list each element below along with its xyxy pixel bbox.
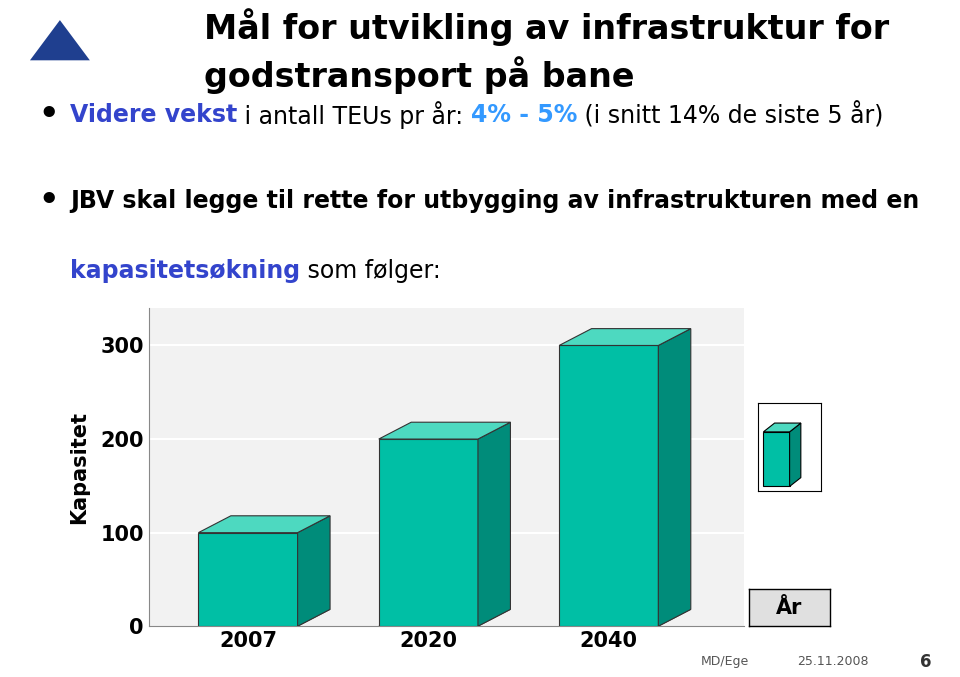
Text: Jernbaneverket: Jernbaneverket — [116, 39, 206, 49]
Polygon shape — [199, 516, 330, 533]
Polygon shape — [379, 609, 511, 626]
Polygon shape — [559, 328, 691, 345]
Polygon shape — [559, 345, 659, 626]
Text: i antall TEUs pr år:: i antall TEUs pr år: — [237, 102, 470, 129]
Polygon shape — [199, 533, 298, 626]
Polygon shape — [199, 609, 330, 626]
Y-axis label: Kapasitet: Kapasitet — [69, 411, 89, 523]
Text: MD/Ege: MD/Ege — [701, 655, 749, 668]
Polygon shape — [659, 328, 691, 626]
Text: godstransport på bane: godstransport på bane — [204, 56, 635, 94]
Text: JBV skal legge til rette for utbygging av infrastrukturen med en: JBV skal legge til rette for utbygging a… — [70, 190, 919, 213]
Polygon shape — [763, 423, 801, 432]
Circle shape — [8, 16, 112, 67]
Polygon shape — [30, 20, 90, 60]
Polygon shape — [298, 516, 330, 626]
Polygon shape — [763, 432, 789, 486]
Polygon shape — [559, 609, 691, 626]
Polygon shape — [379, 439, 478, 626]
Polygon shape — [379, 422, 511, 439]
Text: År: År — [777, 598, 803, 617]
Text: (i snitt 14% de siste 5 år): (i snitt 14% de siste 5 år) — [577, 102, 883, 129]
Text: 25.11.2008: 25.11.2008 — [797, 655, 868, 668]
Polygon shape — [789, 423, 801, 486]
Text: 4% - 5%: 4% - 5% — [470, 104, 577, 127]
Text: Mål for utvikling av infrastruktur for: Mål for utvikling av infrastruktur for — [204, 9, 890, 46]
Text: •: • — [38, 185, 59, 217]
Text: Videre vekst: Videre vekst — [70, 104, 237, 127]
Text: 6: 6 — [920, 653, 931, 671]
Text: kapasitetsøkning: kapasitetsøkning — [70, 259, 300, 283]
Text: •: • — [38, 100, 59, 131]
Polygon shape — [478, 422, 511, 626]
Text: som følger:: som følger: — [300, 259, 441, 283]
